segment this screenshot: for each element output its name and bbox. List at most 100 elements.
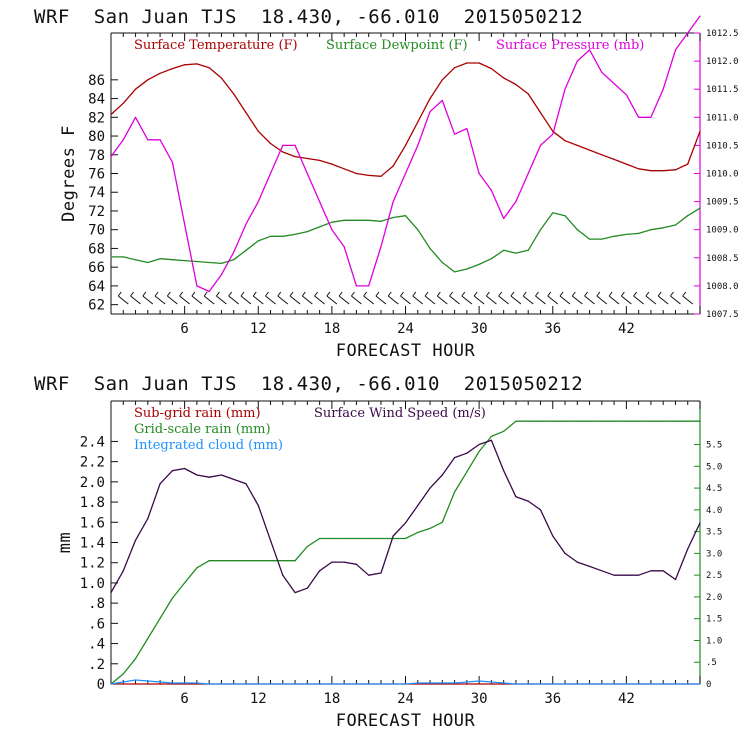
panel1-point-surface-pressure-mb — [503, 217, 505, 220]
panel1-point-surface-pressure-mb — [368, 285, 370, 287]
panel2-point-sub-grid-rain-mm — [196, 683, 198, 685]
panel2-point-integrated-cloud-mm — [196, 682, 198, 684]
panel1-point-surface-dewpoint-f — [638, 232, 640, 235]
wind-barb-flag — [351, 291, 355, 297]
panel2-point-integrated-cloud-mm — [515, 683, 517, 685]
panel1-point-surface-pressure-mb — [441, 99, 443, 102]
wind-barb — [326, 295, 338, 305]
panel1-point-surface-dewpoint-f — [171, 259, 173, 261]
panel2-point-surface-wind-speed-m-s — [625, 574, 627, 576]
panel2-point-grid-scale-rain-mm — [196, 567, 198, 569]
wind-barb — [547, 295, 559, 305]
panel1-y-axis-label: Degrees F — [59, 125, 79, 222]
panel2-y-tick-label: 2.2 — [80, 455, 105, 471]
panel2-point-integrated-cloud-mm — [613, 683, 615, 685]
panel2-point-surface-wind-speed-m-s — [441, 474, 443, 476]
panel2-point-integrated-cloud-mm — [368, 683, 370, 685]
panel2-series-surface-wind-speed-m-s — [110, 439, 701, 594]
wind-barb — [473, 295, 485, 305]
wind-barb-flag — [633, 291, 638, 297]
wind-barb — [302, 295, 313, 305]
panel2-point-integrated-cloud-mm — [453, 682, 456, 684]
wind-barb-flag — [657, 291, 662, 297]
panel2-y2-tick-label: 3.0 — [706, 549, 722, 559]
panel2-point-grid-scale-rain-mm — [294, 560, 296, 562]
panel2-point-integrated-cloud-mm — [331, 683, 333, 685]
panel2-point-sub-grid-rain-mm — [134, 683, 137, 685]
panel2-point-surface-wind-speed-m-s — [184, 467, 186, 470]
panel1-title: WRF San Juan TJS 18.430, -66.010 2015050… — [34, 6, 584, 28]
panel1-point-surface-temperature-f — [294, 156, 296, 158]
wind-barb-flag — [620, 291, 625, 297]
panel1-point-surface-temperature-f — [319, 159, 321, 161]
panel2-y2-tick-label: 0 — [706, 680, 711, 690]
wind-barb — [608, 295, 620, 305]
panel2-point-grid-scale-rain-mm — [184, 582, 186, 584]
panel1-point-surface-dewpoint-f — [220, 262, 223, 265]
panel2-point-integrated-cloud-mm — [687, 683, 689, 685]
panel1-point-surface-temperature-f — [466, 62, 468, 64]
panel2-point-integrated-cloud-mm — [564, 683, 566, 685]
wind-barb-flag — [584, 291, 588, 297]
panel1-point-surface-pressure-mb — [478, 172, 480, 175]
panel2-point-integrated-cloud-mm — [625, 683, 627, 685]
wind-barb — [510, 295, 522, 305]
wind-barb-flag — [645, 291, 650, 297]
panel2-point-integrated-cloud-mm — [466, 681, 468, 683]
panel1-y-tick-label: 76 — [88, 167, 105, 183]
panel1-point-surface-pressure-mb — [355, 285, 358, 287]
panel2-x-tick-label: 18 — [323, 691, 340, 707]
panel2-point-surface-wind-speed-m-s — [601, 570, 603, 572]
wind-barb — [265, 295, 276, 305]
panel1-point-surface-temperature-f — [282, 151, 284, 153]
panel2-point-grid-scale-rain-mm — [662, 420, 664, 422]
wind-barb-flag — [326, 291, 331, 297]
panel1-point-surface-dewpoint-f — [490, 258, 492, 260]
panel1-point-surface-dewpoint-f — [196, 260, 198, 263]
panel2-point-grid-scale-rain-mm — [564, 420, 566, 422]
panel2-point-integrated-cloud-mm — [478, 680, 480, 682]
panel1-point-surface-pressure-mb — [466, 127, 468, 130]
panel1-point-surface-temperature-f — [687, 163, 689, 165]
panel2-point-surface-wind-speed-m-s — [417, 504, 419, 507]
panel1-point-surface-temperature-f — [650, 170, 652, 172]
panel1-point-surface-dewpoint-f — [466, 268, 468, 270]
wind-barb — [449, 295, 460, 305]
panel2-point-sub-grid-rain-mm — [429, 683, 431, 685]
wind-barb — [363, 295, 374, 305]
panel2-point-surface-wind-speed-m-s — [343, 561, 345, 563]
panel1-point-surface-dewpoint-f — [625, 233, 627, 235]
panel2-point-surface-wind-speed-m-s — [564, 552, 566, 554]
panel1-point-surface-dewpoint-f — [404, 215, 407, 217]
wind-barb-flag — [216, 291, 220, 297]
panel2-point-integrated-cloud-mm — [552, 683, 554, 685]
panel2-point-surface-wind-speed-m-s — [245, 483, 247, 485]
panel1-point-surface-pressure-mb — [576, 60, 578, 62]
panel2-point-integrated-cloud-mm — [110, 683, 112, 685]
panel1-point-surface-pressure-mb — [233, 251, 235, 253]
panel2-y2-tick-label: 5.0 — [706, 462, 722, 472]
wind-barb — [351, 295, 362, 305]
panel2-point-surface-wind-speed-m-s — [392, 535, 394, 537]
panel1-point-surface-pressure-mb — [159, 139, 161, 141]
panel2-y-tick-label: .2 — [88, 657, 105, 673]
panel2-point-integrated-cloud-mm — [638, 683, 640, 685]
panel2-y2-tick-label: 4.5 — [706, 484, 722, 494]
wind-barb — [375, 295, 387, 305]
panel1-point-surface-temperature-f — [638, 168, 640, 170]
wind-barb — [400, 295, 411, 305]
panel2-point-grid-scale-rain-mm — [527, 420, 529, 422]
wind-barb-flag — [412, 291, 417, 297]
wind-barb-flag — [436, 291, 441, 297]
wind-barb-flag — [363, 291, 368, 297]
panel1-point-surface-temperature-f — [122, 102, 124, 104]
panel2-title: WRF San Juan TJS 18.430, -66.010 2015050… — [34, 373, 584, 395]
panel2-point-surface-wind-speed-m-s — [429, 487, 431, 489]
wind-barb — [154, 295, 166, 305]
panel2-point-integrated-cloud-mm — [601, 683, 603, 685]
panel1-point-surface-dewpoint-f — [601, 238, 603, 240]
panel1-point-surface-pressure-mb — [392, 201, 394, 203]
panel2-x-tick-label: 42 — [618, 691, 635, 707]
panel2-point-surface-wind-speed-m-s — [687, 548, 689, 550]
panel2-point-surface-wind-speed-m-s — [257, 504, 259, 507]
